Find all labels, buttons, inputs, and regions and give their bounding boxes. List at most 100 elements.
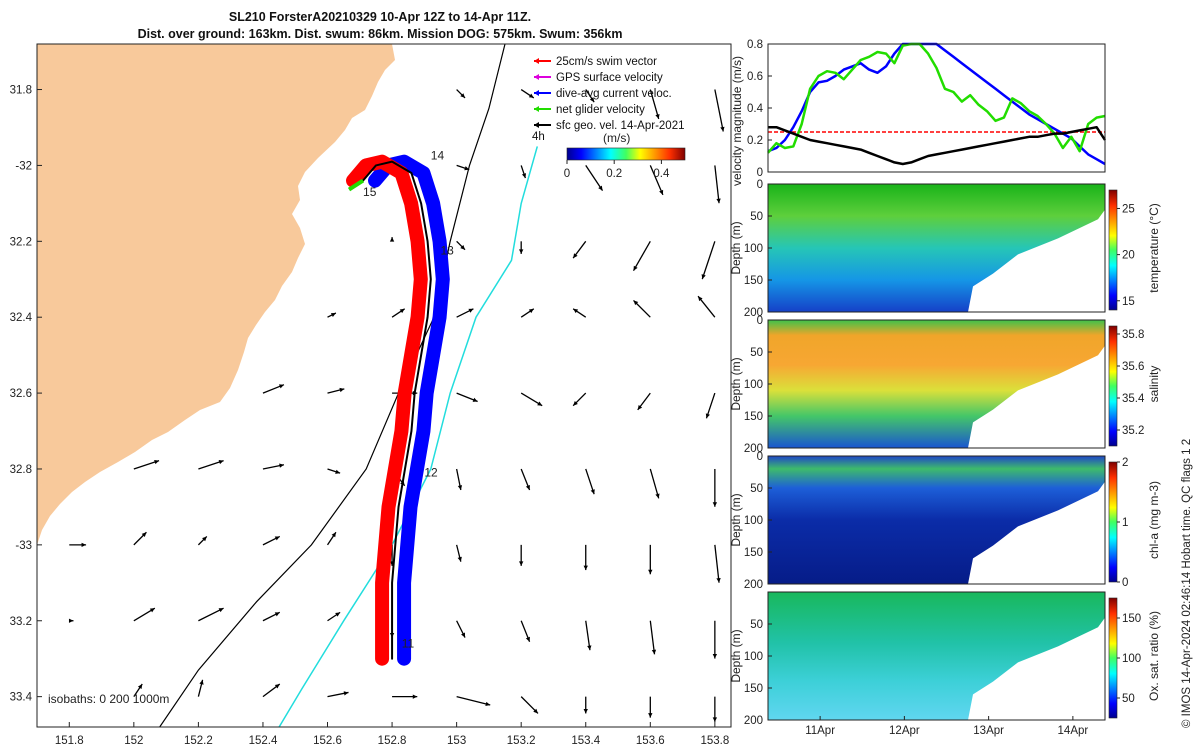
velocity-arrow-head [274,684,280,689]
velocity-arrow [327,691,349,698]
velocity-arrow-head [655,114,660,119]
velocity-arrow-head [528,93,534,98]
velocity-y-tick-label: 0.8 [747,39,763,51]
section-colorbar [1108,325,1118,447]
section-colorbar-tick-label: 0 [1122,577,1128,589]
map-x-tick-label: 153.2 [507,735,536,747]
velocity-arrow [262,384,285,394]
velocity-arrow [326,531,337,546]
velocity-arrow-head [154,459,160,465]
velocity-arrow [133,459,160,470]
velocity-arrow [585,89,595,103]
velocity-arrow-head [637,404,643,410]
velocity-arrow-shaft [714,165,720,204]
section-ylabel: Depth (m) [729,221,743,274]
velocity-arrow-head [712,717,718,722]
day-label: 14 [431,149,445,163]
velocity-plot-area [768,44,1105,172]
velocity-arrow [198,459,224,470]
velocity-arrow-head [633,265,638,271]
day-label: 15 [363,185,377,199]
velocity-arrow [583,544,588,571]
velocity-arrow [389,237,395,242]
section-y-tick-label: 50 [750,211,763,223]
velocity-arrow [637,392,651,411]
map-panel: 151.8 152 152.2 152.4 152.6 152.8 153 153.2 153.… [10,43,732,747]
velocity-arrow-head [278,384,284,389]
velocity-arrow [572,240,587,259]
day-labels: 14 15 13 12 11 [363,149,454,651]
speed-colorbar-ticks: 0 0.2 0.4 [564,160,670,180]
velocity-arrow [262,535,281,546]
velocity-arrow-head [705,413,710,419]
map-x-tick-label: 153 [447,735,466,747]
map-y-tick-label: 31.8 [10,85,32,97]
velocity-arrow-shaft [649,468,660,499]
velocity-arrow [455,468,463,491]
section-y-tick-label: 100 [744,379,763,391]
velocity-arrow [697,295,716,318]
legend-entry: 25cm/s swim vector [556,56,657,68]
velocity-arrow-head [720,126,725,132]
velocity-arrow-head [519,249,524,254]
velocity-ylabel: velocity magnitude (m/s) [730,56,744,186]
velocity-arrow-shaft [714,89,724,132]
section-y-tick-label: 150 [744,411,763,423]
velocity-arrow [648,696,653,718]
velocity-arrow [583,696,588,714]
velocity-arrow [572,308,587,318]
velocity-y-tick-label: 0 [757,167,763,179]
velocity-y-tick-label: 0.2 [747,135,763,147]
velocity-arrow-head [339,387,345,393]
section-colorbar-tick-label: 100 [1122,653,1141,665]
legend-arrowhead [534,106,539,112]
swim-vector-band [346,154,428,666]
velocity-arrow-head [149,608,155,613]
velocity-arrow [714,89,725,132]
velocity-arrow-head [633,300,639,306]
velocity-arrow [520,696,539,714]
glider-path [362,160,432,660]
section-colorbar [1108,461,1118,583]
section-y-tick-label: 200 [744,579,763,591]
velocity-arrow [648,544,653,575]
legend-entry: GPS surface velocity [556,72,663,84]
section-y-tick-label: 100 [744,651,763,663]
velocity-arrow-head [598,185,603,191]
velocity-arrow [520,468,531,491]
seafloor-mask [968,481,1105,584]
velocity-arrow [585,620,592,651]
velocity-arrow [197,536,208,546]
day-label: 12 [424,466,438,480]
section-ylabel: Depth (m) [729,629,743,682]
velocity-arrow [456,308,474,318]
velocity-arrow-head [218,459,224,465]
velocity-arrow-head [716,577,721,583]
velocity-arrow-head [525,636,530,642]
velocity-y-tick-label: 0.6 [747,71,763,83]
section-panel: 0 50 100 150 200 Depth (m) 0 1 2 chl-a (mg m-3) [729,451,1161,591]
velocity-arrow [455,544,462,562]
map-x-tick-label: 152.8 [378,735,407,747]
velocity-arrow-head [716,198,721,204]
velocity-arrow [520,88,535,99]
section-y-tick-label: 150 [744,683,763,695]
velocity-arrow-head [389,237,395,242]
section-panel: 50 100 150 200 Depth (m) 50 100 150 Ox. sat. rat… [729,591,1161,737]
velocity-arrow-head [537,401,543,406]
section-y-tick-label: 50 [750,347,763,359]
section-y-tick-label: 100 [744,515,763,527]
map-y-tick-label: 32.2 [10,236,32,248]
section-colorbar-tick-label: 2 [1122,457,1128,469]
map-x-tick-label: 153.8 [700,735,729,747]
velocity-arrow [456,89,466,99]
glider-track [346,154,450,666]
velocity-arrow-shaft [649,89,660,120]
section-x-tick-label: 11Apr [805,725,835,737]
velocity-arrow [519,241,524,254]
velocity-arrow-head [460,93,466,98]
velocity-arrow-head [712,502,718,507]
velocity-arrow-head [464,166,470,171]
velocity-arrow [585,165,604,191]
